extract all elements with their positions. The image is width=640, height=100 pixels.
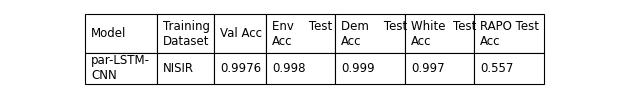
Bar (474, 14, 544, 53)
Bar (85, 14, 157, 53)
Bar (157, 14, 214, 53)
Text: NISIR: NISIR (163, 62, 194, 75)
Text: 0.997: 0.997 (411, 62, 444, 75)
Text: Model: Model (91, 27, 126, 40)
Bar (214, 14, 266, 53)
Bar (85, 53, 157, 84)
Text: White  Test
Acc: White Test Acc (411, 20, 476, 48)
Text: par-LSTM-
CNN: par-LSTM- CNN (91, 54, 150, 82)
Bar (405, 14, 474, 53)
Bar (157, 53, 214, 84)
Text: Env    Test
Acc: Env Test Acc (272, 20, 332, 48)
Text: Val Acc: Val Acc (220, 27, 262, 40)
Text: RAPO Test
Acc: RAPO Test Acc (480, 20, 540, 48)
Text: 0.999: 0.999 (341, 62, 375, 75)
Text: 0.998: 0.998 (272, 62, 305, 75)
Text: Dem    Test
Acc: Dem Test Acc (341, 20, 408, 48)
Bar (405, 53, 474, 84)
Bar (214, 53, 266, 84)
Text: 0.557: 0.557 (480, 62, 514, 75)
Text: 0.9976: 0.9976 (220, 62, 261, 75)
Text: Training
Dataset: Training Dataset (163, 20, 210, 48)
Bar (266, 53, 335, 84)
Bar (335, 53, 405, 84)
Bar (335, 14, 405, 53)
Bar (266, 14, 335, 53)
Bar (474, 53, 544, 84)
